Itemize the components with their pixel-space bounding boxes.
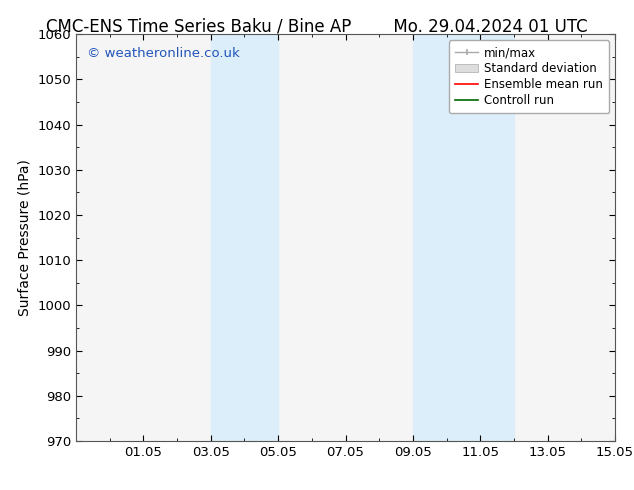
Y-axis label: Surface Pressure (hPa): Surface Pressure (hPa): [18, 159, 32, 316]
Text: CMC-ENS Time Series Baku / Bine AP        Mo. 29.04.2024 01 UTC: CMC-ENS Time Series Baku / Bine AP Mo. 2…: [46, 17, 588, 35]
Bar: [210, 34, 278, 441]
Legend: min/max, Standard deviation, Ensemble mean run, Controll run: min/max, Standard deviation, Ensemble me…: [449, 40, 609, 113]
Text: © weatheronline.co.uk: © weatheronline.co.uk: [87, 47, 240, 59]
Bar: [413, 34, 514, 441]
